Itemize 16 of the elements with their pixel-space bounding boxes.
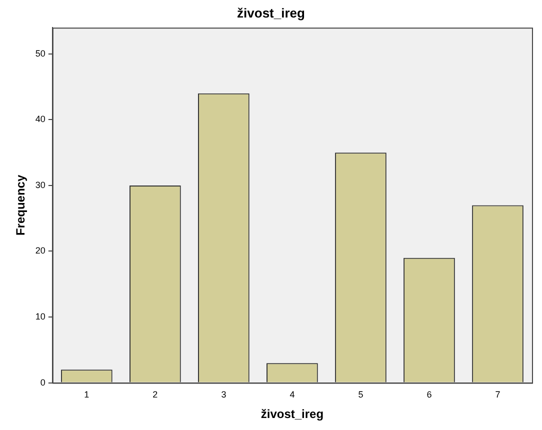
y-tick-label: 10 (35, 312, 46, 322)
y-tick-label: 50 (35, 48, 46, 58)
y-tick-label: 40 (35, 114, 46, 124)
x-tick-label: 3 (221, 390, 226, 400)
y-tick-label: 30 (35, 180, 46, 190)
chart-title: živost_ireg (237, 5, 306, 20)
x-tick-label: 6 (426, 390, 432, 400)
y-tick-label: 20 (35, 246, 46, 256)
x-tick-label: 4 (290, 390, 295, 400)
x-tick-label: 5 (358, 390, 364, 400)
x-axis-title: živost_ireg (260, 407, 324, 422)
x-tick-label: 1 (84, 390, 90, 400)
x-tick-label: 2 (152, 390, 158, 400)
x-tick-label: 7 (495, 390, 500, 400)
y-axis-title: Frequency (14, 174, 28, 236)
y-tick-label: 0 (40, 377, 46, 388)
